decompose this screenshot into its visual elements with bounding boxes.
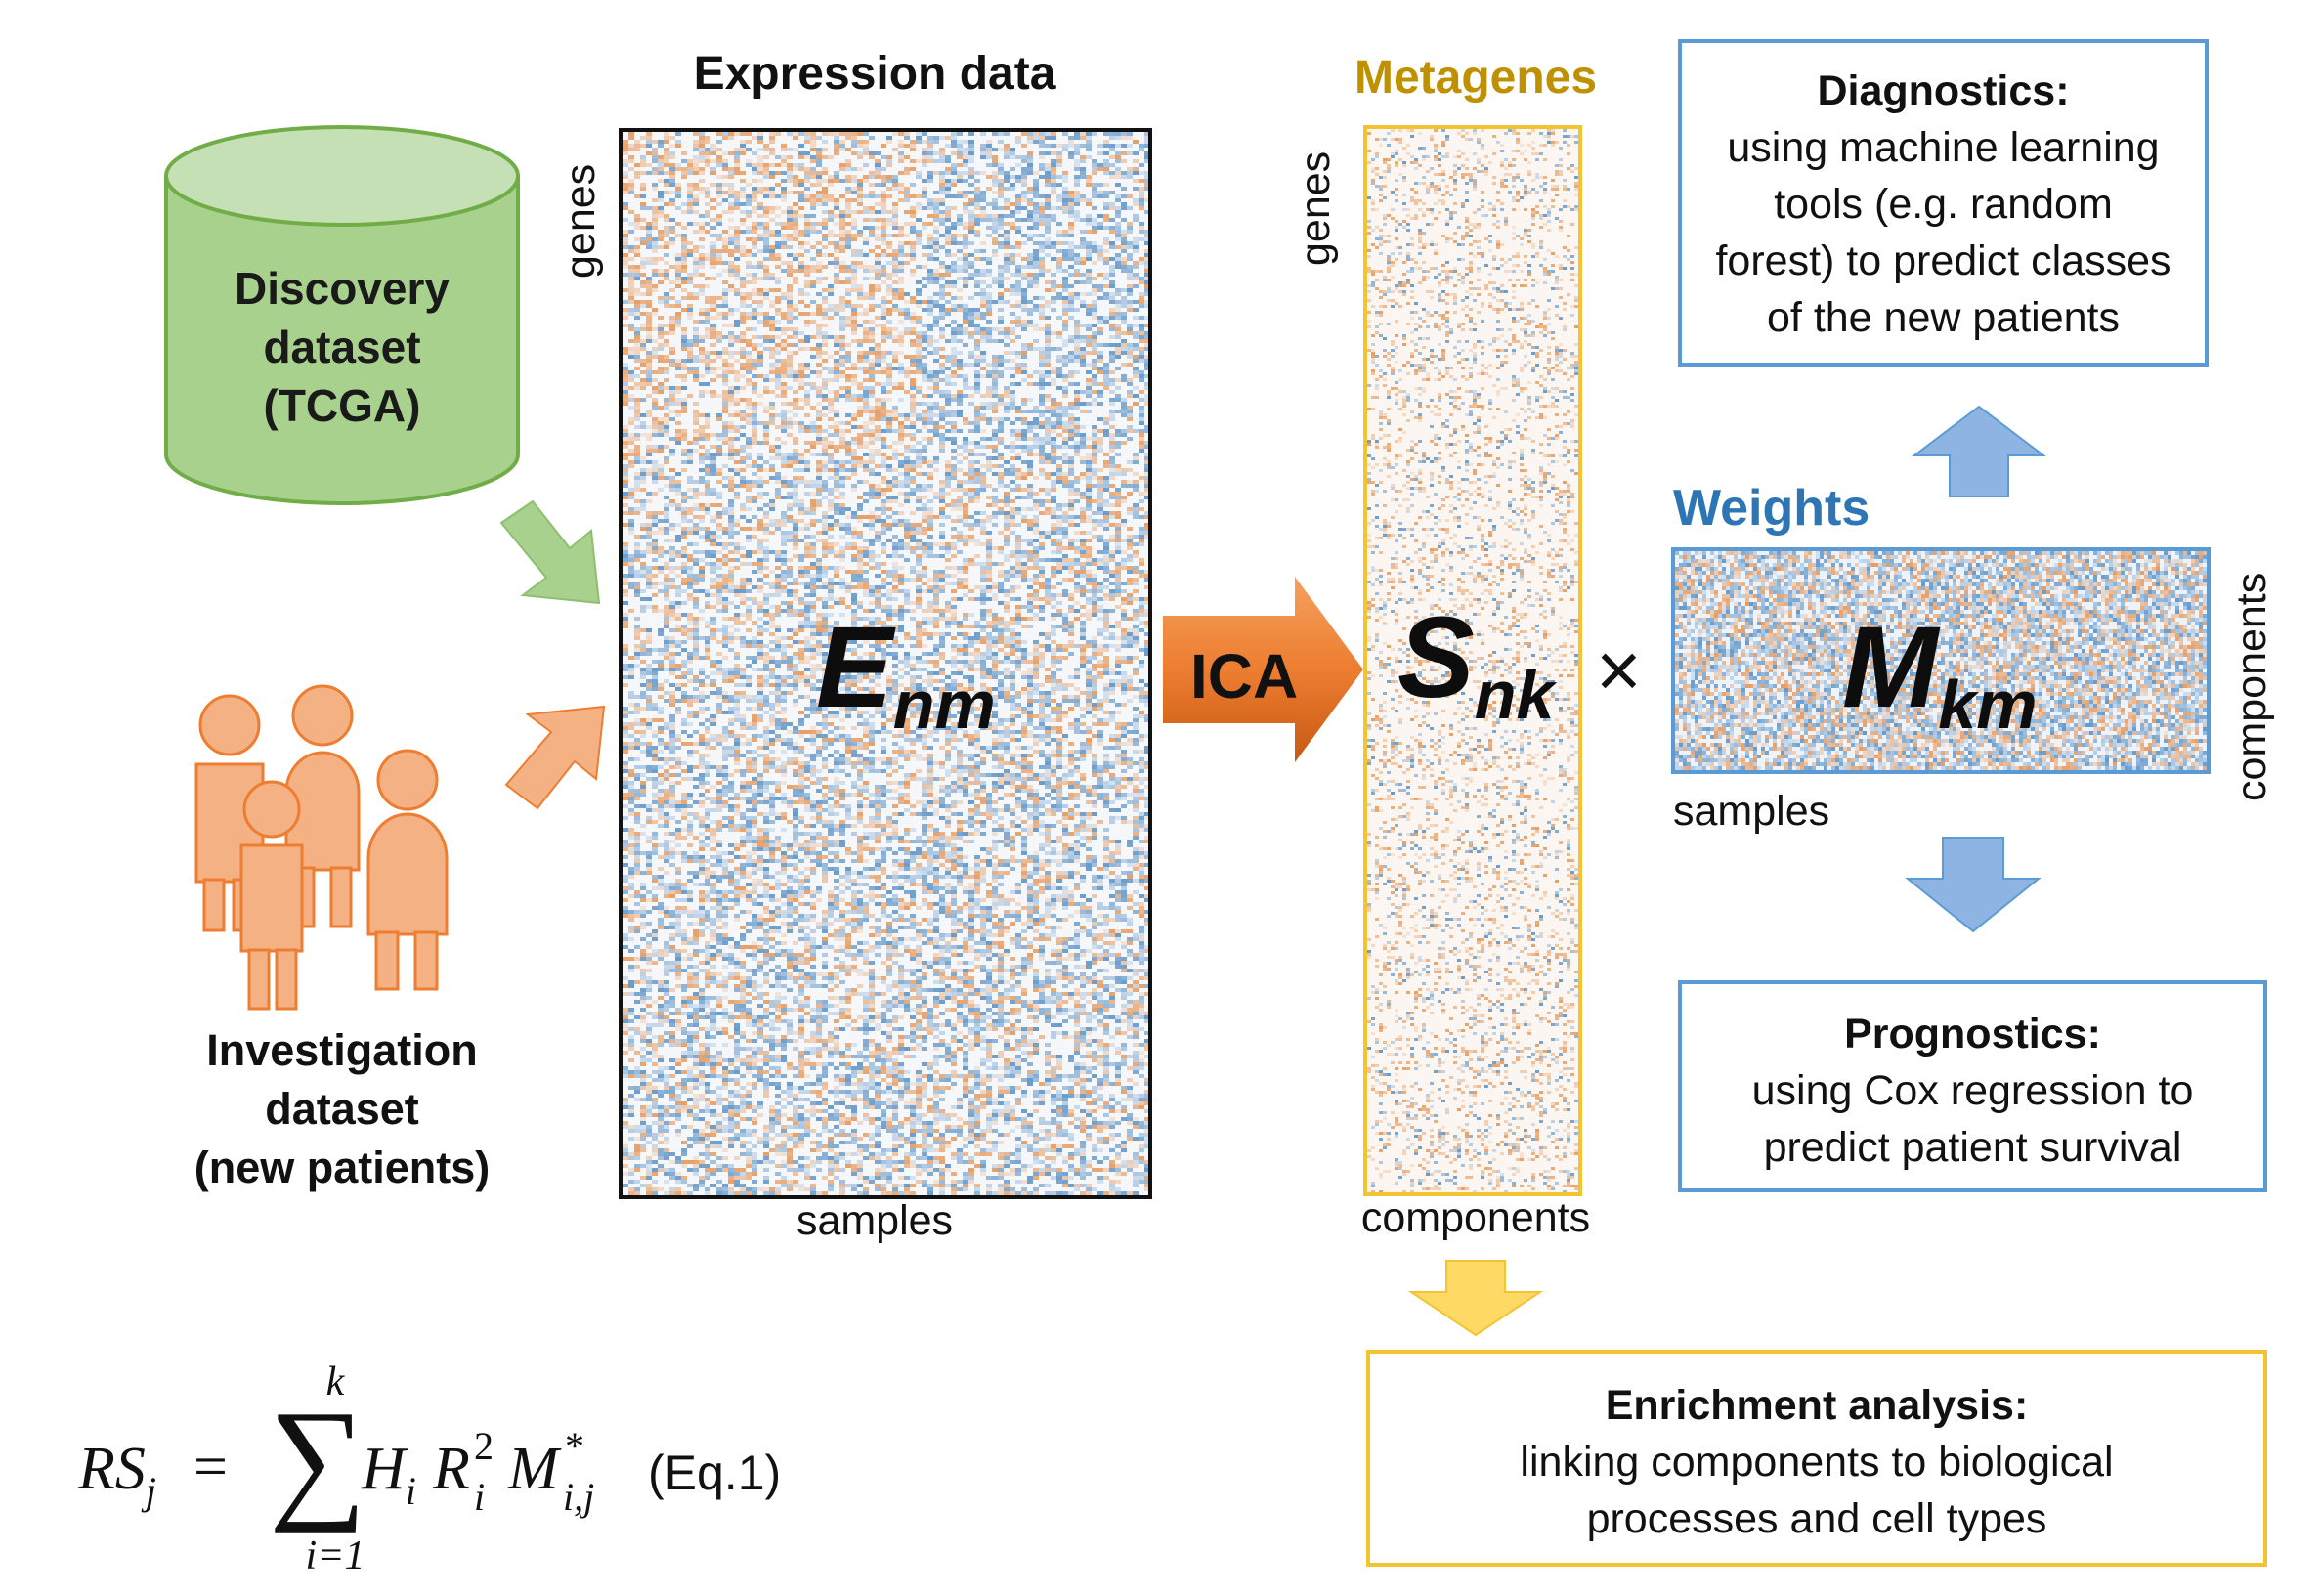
investigation-dataset-label: Investigation dataset (new patients)	[137, 1021, 547, 1197]
diagnostics-box: Diagnostics: using machine learning tool…	[1678, 39, 2209, 367]
diagnostics-line-1: using machine learning	[1682, 119, 2205, 176]
expression-heatmap	[619, 128, 1152, 1199]
formula-term-h-subscript: i	[406, 1469, 416, 1513]
metagenes-matrix-symbol: Snk	[1398, 591, 1554, 733]
formula-term-r-subscript: i	[474, 1474, 485, 1520]
discovery-line-3: (TCGA)	[166, 376, 518, 435]
diagnostics-line-4: of the new patients	[1682, 289, 2205, 346]
metagenes-title: Metagenes	[1329, 51, 1622, 105]
weights-samples-label: samples	[1673, 788, 1829, 836]
metagenes-genes-label: genes	[1292, 151, 1340, 266]
discovery-line-2: dataset	[166, 318, 518, 376]
prognostics-title: Prognostics:	[1682, 1006, 2263, 1062]
up-arrow-icon	[1912, 405, 2046, 497]
risk-score-formula: RSj = k ∑ i=1 Hi R 2 i M * i,j (Eq.1)	[78, 1359, 840, 1583]
prognostics-line-2: predict patient survival	[1682, 1119, 2263, 1176]
weights-heatmap	[1671, 547, 2211, 774]
formula-equals: =	[194, 1433, 228, 1502]
metagenes-components-label: components	[1329, 1194, 1622, 1242]
expression-subscript: nm	[893, 667, 996, 743]
sigma-symbol: ∑	[269, 1386, 366, 1532]
enrichment-box: Enrichment analysis: linking components …	[1366, 1350, 2267, 1567]
formula-term-r-superscript: 2	[474, 1423, 494, 1469]
expression-genes-label: genes	[557, 164, 605, 279]
formula-term-h: H	[362, 1436, 406, 1502]
diagnostics-title: Diagnostics:	[1682, 63, 2205, 119]
patients-group-icon	[194, 684, 449, 1011]
enrichment-title: Enrichment analysis:	[1370, 1377, 2263, 1434]
discovery-line-1: Discovery	[166, 259, 518, 318]
weights-symbol: M	[1842, 603, 1938, 732]
formula-lhs: RS	[78, 1436, 146, 1502]
orange-arrow-icon	[504, 705, 606, 810]
formula-sum-upper: k	[286, 1359, 384, 1405]
formula-term-m: M	[508, 1435, 559, 1504]
formula-term-m-subscript: i,j	[563, 1474, 594, 1520]
discovery-dataset-label: Discovery dataset (TCGA)	[166, 259, 518, 435]
multiply-symbol: ×	[1596, 625, 1642, 715]
yellow-down-arrow-icon	[1407, 1260, 1544, 1337]
expression-matrix-symbol: Enm	[816, 601, 996, 743]
weights-components-label: components	[2228, 573, 2276, 801]
down-arrow-icon	[1905, 837, 2042, 933]
weights-matrix-symbol: Mkm	[1842, 601, 2037, 743]
diagnostics-line-3: forest) to predict classes	[1682, 233, 2205, 289]
diagnostics-line-2: tools (e.g. random	[1682, 176, 2205, 233]
metagenes-subscript: nk	[1475, 657, 1555, 733]
enrichment-line-2: processes and cell types	[1370, 1490, 2263, 1547]
investigation-line-3: (new patients)	[137, 1139, 547, 1197]
expression-samples-label: samples	[645, 1197, 1104, 1245]
expression-data-title: Expression data	[645, 47, 1104, 101]
expression-symbol: E	[816, 603, 893, 732]
enrichment-line-1: linking components to biological	[1370, 1434, 2263, 1490]
metagenes-heatmap	[1363, 125, 1582, 1196]
formula-sum-lower: i=1	[269, 1532, 402, 1579]
prognostics-line-1: using Cox regression to	[1682, 1062, 2263, 1119]
formula-term-r: R	[433, 1436, 470, 1502]
ica-label: ICA	[1190, 640, 1298, 712]
prognostics-box: Prognostics: using Cox regression to pre…	[1678, 980, 2267, 1192]
investigation-line-1: Investigation	[137, 1021, 547, 1080]
metagenes-symbol: S	[1398, 593, 1475, 722]
formula-lhs-subscript: j	[146, 1469, 156, 1513]
green-arrow-icon	[499, 499, 601, 605]
formula-equation-tag: (Eq.1)	[648, 1445, 781, 1501]
formula-term-m-superscript: *	[565, 1423, 584, 1469]
weights-subscript: km	[1938, 667, 2037, 743]
weights-title: Weights	[1673, 479, 1870, 538]
ica-arrow-icon	[1163, 577, 1363, 762]
discovery-database-icon	[164, 125, 520, 505]
investigation-line-2: dataset	[137, 1080, 547, 1139]
